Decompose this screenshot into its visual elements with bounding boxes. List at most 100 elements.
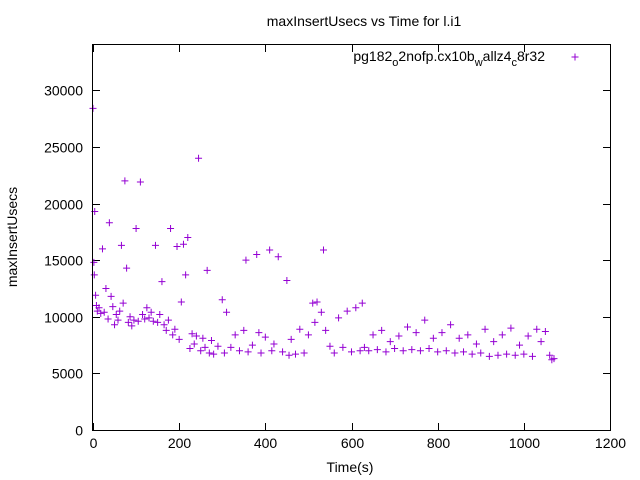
legend-label-subscript: o — [392, 57, 398, 69]
data-point — [528, 352, 536, 360]
data-point — [472, 340, 480, 348]
data-point — [309, 299, 317, 307]
data-point — [145, 314, 153, 322]
y-tick-label: 10000 — [44, 310, 83, 326]
data-point — [369, 331, 377, 339]
data-point — [205, 349, 213, 357]
chart-title: maxInsertUsecs vs Time for l.i1 — [267, 13, 462, 29]
x-tick-label: 200 — [168, 435, 192, 451]
data-point — [507, 324, 515, 332]
data-point — [117, 241, 125, 249]
x-tick-label: 400 — [254, 435, 278, 451]
data-point — [261, 333, 269, 341]
x-tick-label: 600 — [341, 435, 365, 451]
legend-marker — [571, 53, 579, 61]
data-point — [319, 246, 327, 254]
data-point — [438, 329, 446, 337]
data-point — [283, 277, 291, 285]
data-point — [136, 178, 144, 186]
data-point — [186, 344, 194, 352]
data-point — [498, 331, 506, 339]
legend-marker-symbol — [571, 53, 579, 61]
data-point — [175, 335, 183, 343]
data-point — [416, 347, 424, 355]
data-point — [195, 154, 203, 162]
data-point — [550, 355, 558, 363]
data-point — [339, 343, 347, 351]
data-point — [156, 311, 164, 318]
data-point — [199, 334, 207, 342]
data-point — [356, 347, 364, 355]
data-point — [188, 330, 196, 338]
data-point — [220, 349, 228, 357]
data-point — [520, 350, 528, 358]
data-point — [105, 219, 113, 227]
data-point — [177, 298, 185, 306]
data-point — [511, 351, 519, 359]
data-point — [114, 316, 122, 324]
data-point — [451, 349, 459, 357]
data-point — [151, 241, 159, 249]
data-point — [291, 350, 299, 358]
data-point — [231, 331, 239, 339]
data-point — [164, 316, 172, 324]
data-point — [154, 318, 162, 326]
y-axis-ticks: 0 5000 10000 15000 20000 25000 30000 — [44, 83, 610, 439]
data-point — [218, 296, 226, 304]
data-point — [266, 246, 274, 254]
data-point — [274, 253, 282, 261]
data-point — [464, 331, 472, 339]
data-point — [100, 308, 108, 316]
data-points — [89, 104, 558, 364]
legend: pg182o2nofp.cx10bwallz4c8r32 — [353, 48, 579, 69]
data-point — [203, 266, 211, 274]
data-point — [242, 256, 250, 264]
data-point — [503, 350, 511, 358]
data-point — [378, 326, 386, 334]
legend-label-subscript: c — [511, 57, 517, 69]
data-point — [248, 341, 256, 349]
data-point — [481, 325, 489, 333]
data-point — [533, 325, 541, 333]
data-point — [255, 329, 263, 337]
data-point — [485, 352, 493, 360]
data-point — [412, 329, 420, 337]
data-point — [494, 351, 502, 359]
data-point — [442, 347, 450, 355]
data-point — [149, 317, 157, 325]
legend-label-subscript: w — [474, 57, 483, 69]
legend-label-part: 8r32 — [517, 48, 545, 64]
x-tick-label: 1200 — [595, 435, 626, 451]
data-point — [516, 341, 524, 349]
data-point — [102, 284, 110, 292]
data-point — [304, 331, 312, 339]
data-point — [123, 264, 131, 272]
data-point — [455, 334, 463, 342]
data-point — [201, 343, 209, 351]
data-point — [158, 278, 166, 286]
data-point — [111, 321, 119, 329]
data-point — [210, 350, 218, 358]
data-point — [317, 308, 325, 316]
y-tick-label: 5000 — [52, 366, 83, 382]
data-point — [343, 307, 351, 315]
data-point — [182, 271, 190, 279]
data-point — [285, 351, 293, 359]
data-point — [313, 298, 321, 306]
data-point — [421, 316, 429, 324]
data-point — [167, 224, 175, 232]
y-tick-label: 20000 — [44, 197, 83, 213]
y-tick-label: 30000 — [44, 83, 83, 99]
data-point — [546, 351, 554, 359]
data-point — [124, 318, 132, 326]
data-point — [468, 350, 476, 358]
data-point — [143, 304, 151, 312]
data-point — [404, 323, 412, 331]
data-point — [192, 332, 200, 340]
data-point — [109, 303, 117, 311]
data-point — [270, 340, 278, 348]
legend-label-part: 2nofp.cx10b — [398, 48, 474, 64]
x-axis-label: Time(s) — [327, 459, 374, 475]
x-tick-label: 800 — [427, 435, 451, 451]
